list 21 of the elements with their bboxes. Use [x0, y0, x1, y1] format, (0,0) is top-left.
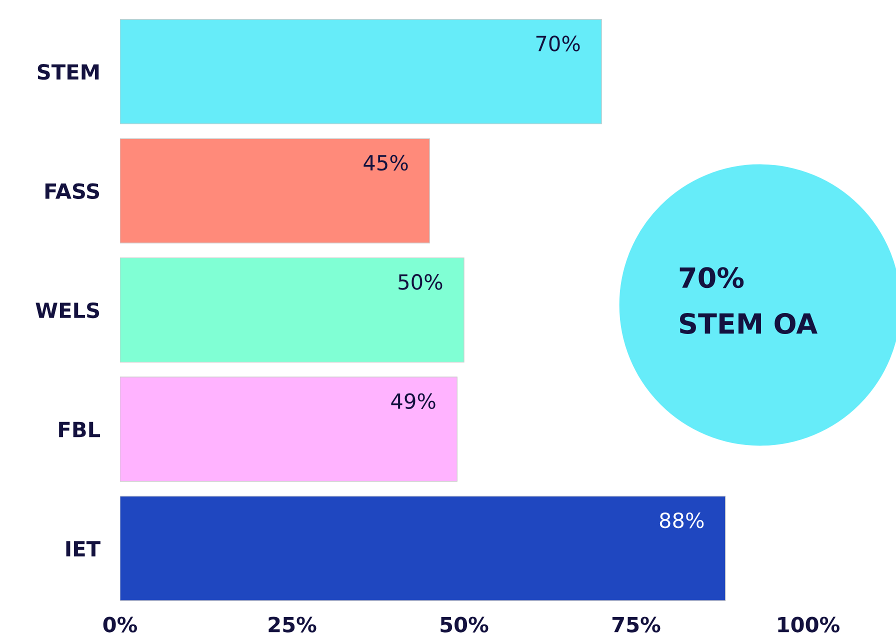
x-tick-label: 0% [103, 616, 138, 632]
annotation: 70% STEM OA [680, 267, 818, 334]
x-tick-label: 50% [440, 616, 488, 632]
bar [120, 376, 458, 482]
x-tick-label: 75% [612, 616, 660, 632]
data-label: 50% [398, 274, 442, 290]
y-tick-label: STEM [38, 64, 99, 80]
bar [120, 496, 726, 601]
data-label: 45% [364, 154, 408, 171]
bar [120, 257, 464, 363]
data-label: 70% [536, 36, 580, 52]
y-tick-label: IET [66, 541, 100, 556]
y-tick-label: WELS [36, 302, 100, 318]
y-tick-label: FASS [45, 183, 100, 200]
bar [120, 138, 430, 244]
x-tick-label: 100% [778, 616, 840, 632]
data-label: 88% [660, 512, 704, 528]
y-tick-label: FBL [59, 422, 100, 438]
x-tick-label: 25% [268, 616, 316, 632]
data-label: 49% [391, 393, 436, 410]
bar [120, 19, 602, 124]
